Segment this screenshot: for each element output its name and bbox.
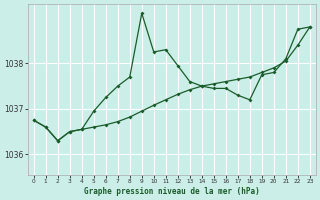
X-axis label: Graphe pression niveau de la mer (hPa): Graphe pression niveau de la mer (hPa) bbox=[84, 187, 260, 196]
